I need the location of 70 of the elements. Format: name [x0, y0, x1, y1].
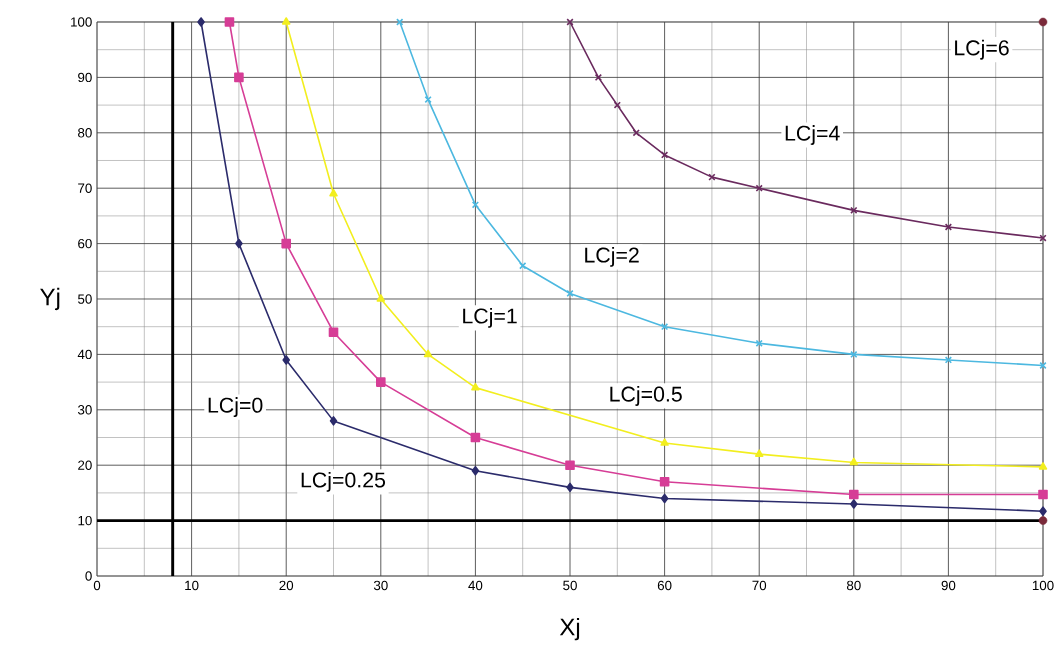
point — [565, 460, 575, 470]
annotation: LCj=4 — [785, 125, 840, 145]
point — [471, 382, 480, 391]
annotation: LCj=1 — [463, 307, 517, 328]
point — [1038, 516, 1048, 525]
point — [1038, 17, 1048, 27]
point — [850, 499, 858, 509]
x-tick-label: 10 — [185, 580, 199, 591]
y-axis-title: Yj — [40, 287, 60, 311]
point — [755, 184, 763, 192]
x-tick-label: 20 — [279, 580, 294, 591]
x-tick-label: 30 — [373, 580, 388, 591]
point — [754, 449, 764, 457]
y-tick-label: 30 — [77, 405, 92, 415]
x-tick-label: 40 — [468, 580, 483, 591]
y-tick-label: 0 — [85, 571, 92, 581]
point — [1039, 234, 1047, 242]
x-axis-title: Xj — [559, 617, 580, 641]
point — [423, 349, 433, 358]
y-tick-label: 80 — [78, 128, 92, 138]
point — [197, 17, 205, 27]
point — [328, 327, 339, 338]
point — [376, 294, 386, 302]
x-tick-label: 80 — [846, 580, 861, 591]
y-tick-label: 50 — [78, 294, 92, 304]
point — [660, 438, 669, 446]
point — [470, 432, 481, 443]
point — [659, 477, 670, 487]
point — [471, 465, 480, 476]
point — [235, 238, 243, 249]
annotation: LCj=0 — [208, 397, 263, 417]
point — [224, 17, 235, 27]
point — [234, 72, 244, 83]
point — [566, 18, 574, 26]
x-tick-label: 0 — [93, 580, 101, 591]
point — [755, 339, 763, 347]
y-tick-label: 90 — [78, 72, 92, 83]
point — [281, 17, 291, 25]
y-tick-label: 70 — [78, 183, 92, 193]
annotation: LCj=2 — [585, 246, 639, 267]
point — [660, 323, 669, 331]
point — [1038, 489, 1048, 500]
point — [594, 73, 603, 82]
point — [632, 129, 640, 137]
point — [708, 173, 716, 181]
y-tick-label: 100 — [71, 17, 92, 27]
point — [376, 377, 386, 387]
x-tick-label: 90 — [941, 580, 956, 591]
point — [282, 355, 291, 365]
annotation: LCj=0.25 — [301, 471, 386, 492]
y-tick-label: 60 — [78, 238, 92, 249]
y-tick-label: 10 — [78, 515, 92, 526]
point — [849, 489, 859, 500]
annotation: LCj=6 — [955, 39, 1009, 60]
point — [329, 416, 338, 426]
point — [519, 262, 527, 270]
point — [849, 457, 859, 466]
point — [1038, 462, 1048, 470]
point — [281, 238, 292, 249]
x-tick-label: 50 — [563, 580, 577, 591]
annotation: LCj=0.5 — [610, 386, 682, 406]
point — [660, 493, 669, 504]
y-tick-label: 20 — [78, 460, 92, 470]
point — [566, 482, 574, 493]
x-tick-label: 70 — [752, 580, 767, 591]
point — [329, 188, 338, 197]
x-tick-label: 60 — [657, 580, 672, 591]
x-tick-label: 100 — [1032, 580, 1054, 591]
point — [1039, 506, 1047, 516]
y-tick-label: 40 — [77, 349, 92, 360]
